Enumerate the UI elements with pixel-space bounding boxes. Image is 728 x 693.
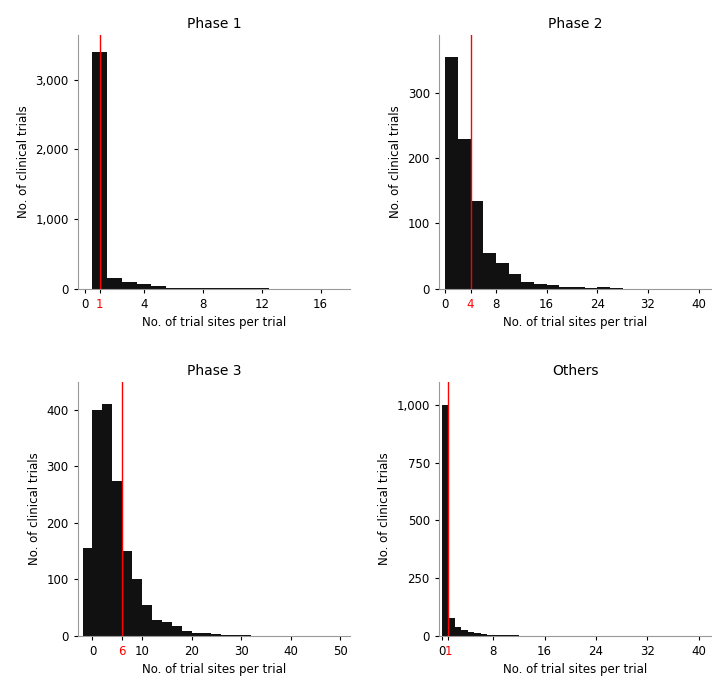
Bar — [92, 410, 103, 635]
Y-axis label: No. of clinical trials: No. of clinical trials — [389, 105, 402, 218]
Bar — [448, 618, 455, 635]
Bar — [151, 286, 166, 288]
Bar — [92, 52, 107, 288]
Y-axis label: No. of clinical trials: No. of clinical trials — [28, 453, 41, 565]
Title: Phase 3: Phase 3 — [186, 364, 241, 378]
Bar — [107, 278, 122, 288]
Bar — [509, 274, 521, 288]
Bar — [534, 284, 547, 288]
Bar — [162, 622, 172, 635]
Bar — [462, 630, 467, 635]
Bar — [211, 634, 221, 635]
Bar — [442, 405, 448, 635]
Bar — [112, 480, 122, 635]
Bar — [152, 620, 162, 635]
X-axis label: No. of trial sites per trial: No. of trial sites per trial — [142, 663, 286, 676]
Bar — [132, 579, 142, 635]
Bar — [142, 605, 152, 635]
Bar — [458, 139, 470, 288]
Bar — [474, 633, 480, 635]
Title: Phase 2: Phase 2 — [548, 17, 602, 30]
Y-axis label: No. of clinical trials: No. of clinical trials — [17, 105, 30, 218]
Bar — [122, 281, 137, 288]
Bar — [103, 405, 112, 635]
Y-axis label: No. of clinical trials: No. of clinical trials — [378, 453, 391, 565]
X-axis label: No. of trial sites per trial: No. of trial sites per trial — [142, 316, 286, 329]
Bar — [521, 282, 534, 288]
X-axis label: No. of trial sites per trial: No. of trial sites per trial — [503, 663, 647, 676]
Bar — [470, 201, 483, 288]
Bar — [480, 634, 487, 635]
Title: Phase 1: Phase 1 — [186, 17, 241, 30]
Bar — [547, 286, 559, 288]
Bar — [467, 632, 474, 635]
Bar — [172, 626, 182, 635]
Bar — [559, 287, 572, 288]
Bar — [182, 631, 191, 635]
Bar — [496, 263, 509, 288]
X-axis label: No. of trial sites per trial: No. of trial sites per trial — [503, 316, 647, 329]
Bar — [446, 58, 458, 288]
Bar — [455, 626, 462, 635]
Title: Others: Others — [552, 364, 598, 378]
Bar — [122, 551, 132, 635]
Bar — [483, 253, 496, 288]
Bar — [137, 284, 151, 288]
Bar — [82, 548, 92, 635]
Bar — [191, 633, 202, 635]
Bar — [202, 633, 211, 635]
